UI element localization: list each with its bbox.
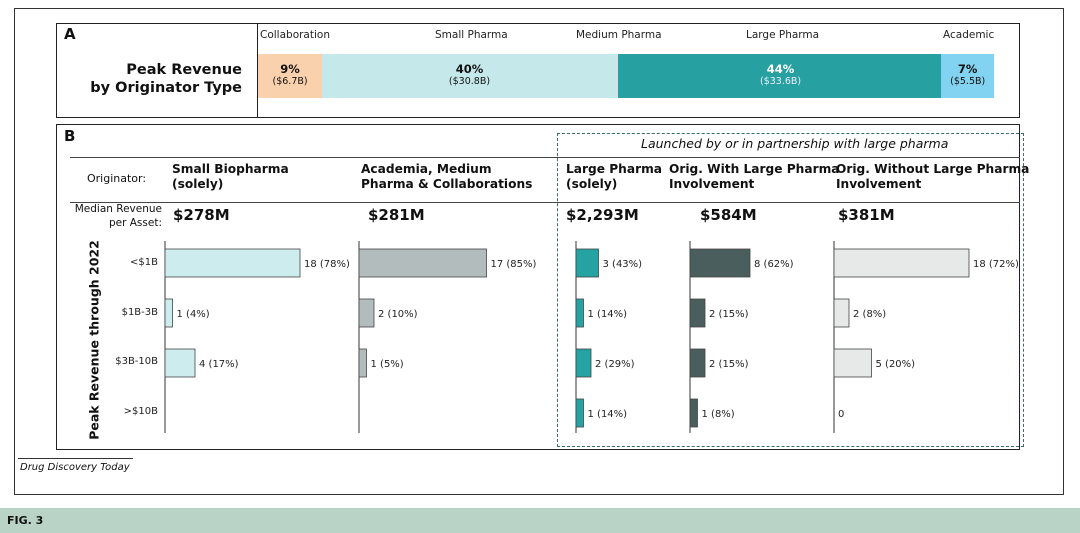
bar-label: 1 (14%) — [588, 409, 628, 420]
journal-rule — [18, 458, 133, 459]
seg-label-collaboration: Collaboration — [260, 29, 330, 41]
bar-label: 1 (8%) — [702, 409, 735, 420]
bar-label: 3 (43%) — [603, 259, 643, 270]
panel-a-divider — [257, 23, 258, 118]
figure-frame — [14, 8, 1064, 495]
bar — [164, 348, 196, 378]
segment-amount: ($6.7B) — [272, 76, 308, 87]
y-tick-1b-3b: $1B-3B — [121, 307, 158, 318]
bar — [689, 348, 706, 378]
figure-caption-bar — [0, 508, 1080, 533]
col-head-small-biopharma: Small Biopharma (solely) — [172, 162, 289, 191]
bar-label: 1 (4%) — [177, 309, 210, 320]
originator-label: Originator: — [87, 172, 147, 185]
bar-label: 2 (8%) — [853, 309, 886, 320]
panel-b — [56, 124, 1020, 450]
seg-label-medium-pharma: Medium Pharma — [576, 29, 662, 41]
bar — [358, 348, 367, 378]
seg-label-academic: Academic — [943, 29, 995, 41]
y-tick-3b-10b: $3B-10B — [115, 356, 158, 367]
bar-label: 18 (78%) — [304, 259, 350, 270]
bar — [358, 298, 375, 328]
median-label: Median Revenue per Asset: — [74, 203, 162, 229]
median-large-pharma: $2,293M — [566, 206, 639, 224]
seg-label-small-pharma: Small Pharma — [435, 29, 508, 41]
originator-row — [70, 157, 1020, 203]
seg-label-large-pharma: Large Pharma — [746, 29, 820, 41]
bar — [689, 298, 706, 328]
panel-a-label: A — [64, 25, 76, 43]
chart-a-title: Peak Revenue by Originator Type — [90, 62, 242, 96]
y-tick-lt1b: <$1B — [130, 257, 158, 268]
bar — [575, 298, 584, 328]
segment-pct: 44% — [766, 62, 795, 76]
bar — [689, 398, 698, 428]
panel-b-label: B — [64, 127, 76, 145]
segment-collaboration: 9% ($6.7B) — [258, 54, 323, 98]
bracket-box — [557, 133, 1024, 447]
segment-amount: ($33.6B) — [759, 76, 802, 87]
bar-label: 4 (17%) — [199, 359, 239, 370]
segment-academic: 7% ($5.5B) — [941, 54, 994, 98]
bar — [575, 398, 584, 428]
bar-label: 8 (62%) — [754, 259, 794, 270]
bar-label: 17 (85%) — [491, 259, 537, 270]
bar — [575, 248, 599, 278]
bar-label: 2 (15%) — [709, 359, 749, 370]
median-small-biopharma: $278M — [173, 206, 230, 224]
bar-label: 1 (14%) — [588, 309, 628, 320]
y-tick-gt10b: >$10B — [123, 406, 158, 417]
segment-medium-pharma — [616, 54, 621, 98]
col-head-academia-medium: Academia, Medium Pharma & Collaborations — [361, 162, 533, 191]
segment-pct: 40% — [455, 62, 484, 76]
median-academia-medium: $281M — [368, 206, 425, 224]
segment-small-pharma: 40% ($30.8B) — [322, 54, 617, 98]
bar — [833, 298, 850, 328]
col-head-without-large-pharma: Orig. Without Large Pharma Involvement — [836, 162, 1030, 191]
median-with-large-pharma: $584M — [700, 206, 757, 224]
bar-label: 2 (10%) — [378, 309, 418, 320]
bar-label: 5 (20%) — [876, 359, 916, 370]
bar-label: 2 (29%) — [595, 359, 635, 370]
bracket-label: Launched by or in partnership with large… — [641, 136, 949, 151]
bar-label: 0 — [838, 409, 844, 420]
segment-pct: 7% — [957, 62, 978, 76]
col-head-with-large-pharma: Orig. With Large Pharma Involvement — [669, 162, 840, 191]
segment-amount: ($5.5B) — [950, 76, 986, 87]
bar — [358, 248, 487, 278]
bar-label: 2 (15%) — [709, 309, 749, 320]
journal-name: Drug Discovery Today — [20, 462, 130, 473]
bar-label: 18 (72%) — [973, 259, 1019, 270]
bar — [689, 248, 751, 278]
segment-large-pharma: 44% ($33.6B) — [619, 54, 942, 98]
panel-a — [56, 23, 1020, 118]
bar-label: 1 (5%) — [371, 359, 404, 370]
bar — [164, 298, 173, 328]
median-without-large-pharma: $381M — [838, 206, 895, 224]
bar — [833, 348, 872, 378]
bar — [833, 248, 970, 278]
segment-amount: ($30.8B) — [448, 76, 491, 87]
bar — [575, 348, 592, 378]
col-head-large-pharma: Large Pharma (solely) — [566, 162, 663, 191]
segment-pct: 9% — [280, 62, 300, 76]
figure-label: FIG. 3 — [7, 514, 44, 527]
bar — [164, 248, 301, 278]
